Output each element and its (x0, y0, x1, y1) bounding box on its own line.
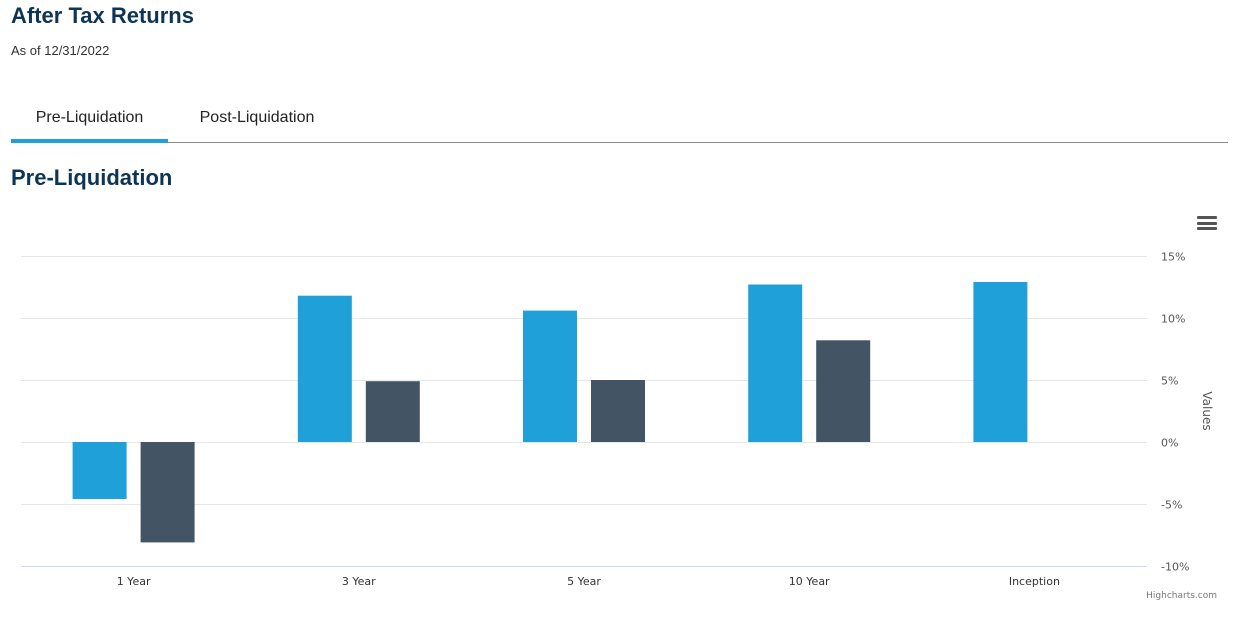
y-tick-label: 5% (1161, 375, 1178, 388)
y-tick-label: 15% (1161, 251, 1185, 264)
bar-series2-1-year[interactable] (140, 442, 195, 543)
credits-link[interactable]: Highcharts.com (1146, 591, 1217, 601)
x-tick-label: 1 Year (117, 575, 151, 588)
x-tick-label: 3 Year (342, 575, 376, 588)
x-tick-label: 5 Year (567, 575, 601, 588)
bar-series2-5-year[interactable] (591, 380, 645, 442)
section-title: Pre-Liquidation (11, 165, 173, 190)
y-tick-label: -5% (1161, 499, 1182, 512)
axis-labels: -10% -5% 0% 5% 10% 15% 1 Year 3 Year 5 Year 10 Ye… (117, 251, 1190, 589)
y-tick-label: -10% (1161, 561, 1189, 574)
bar-series1-5-year[interactable] (523, 310, 577, 442)
bar-series2-3-year[interactable] (365, 381, 420, 442)
hamburger-menu-icon (1197, 216, 1217, 219)
bar-series1-10-year[interactable] (748, 284, 803, 443)
bar-series1-1-year[interactable] (72, 442, 127, 499)
x-tick-label: Inception (1009, 575, 1060, 588)
tab-bar: Pre-Liquidation Post-Liquidation (11, 99, 1228, 143)
chart-menu-button[interactable] (1197, 216, 1217, 234)
y-tick-label: 0% (1161, 437, 1178, 450)
bar-series2-10-year[interactable] (816, 340, 871, 442)
tab-pre-liquidation[interactable]: Pre-Liquidation (11, 99, 168, 143)
y-axis-title: Values (1200, 391, 1214, 430)
as-of-date: As of 12/31/2022 (11, 43, 110, 58)
y-tick-label: 10% (1161, 313, 1185, 326)
bars (72, 282, 1028, 543)
tab-post-liquidation[interactable]: Post-Liquidation (199, 109, 315, 126)
grid-lines (21, 256, 1147, 567)
x-tick-label: 10 Year (789, 575, 830, 588)
bar-series1-inception[interactable] (973, 282, 1028, 442)
page-title: After Tax Returns (11, 3, 194, 28)
bar-series1-3-year[interactable] (297, 295, 352, 442)
